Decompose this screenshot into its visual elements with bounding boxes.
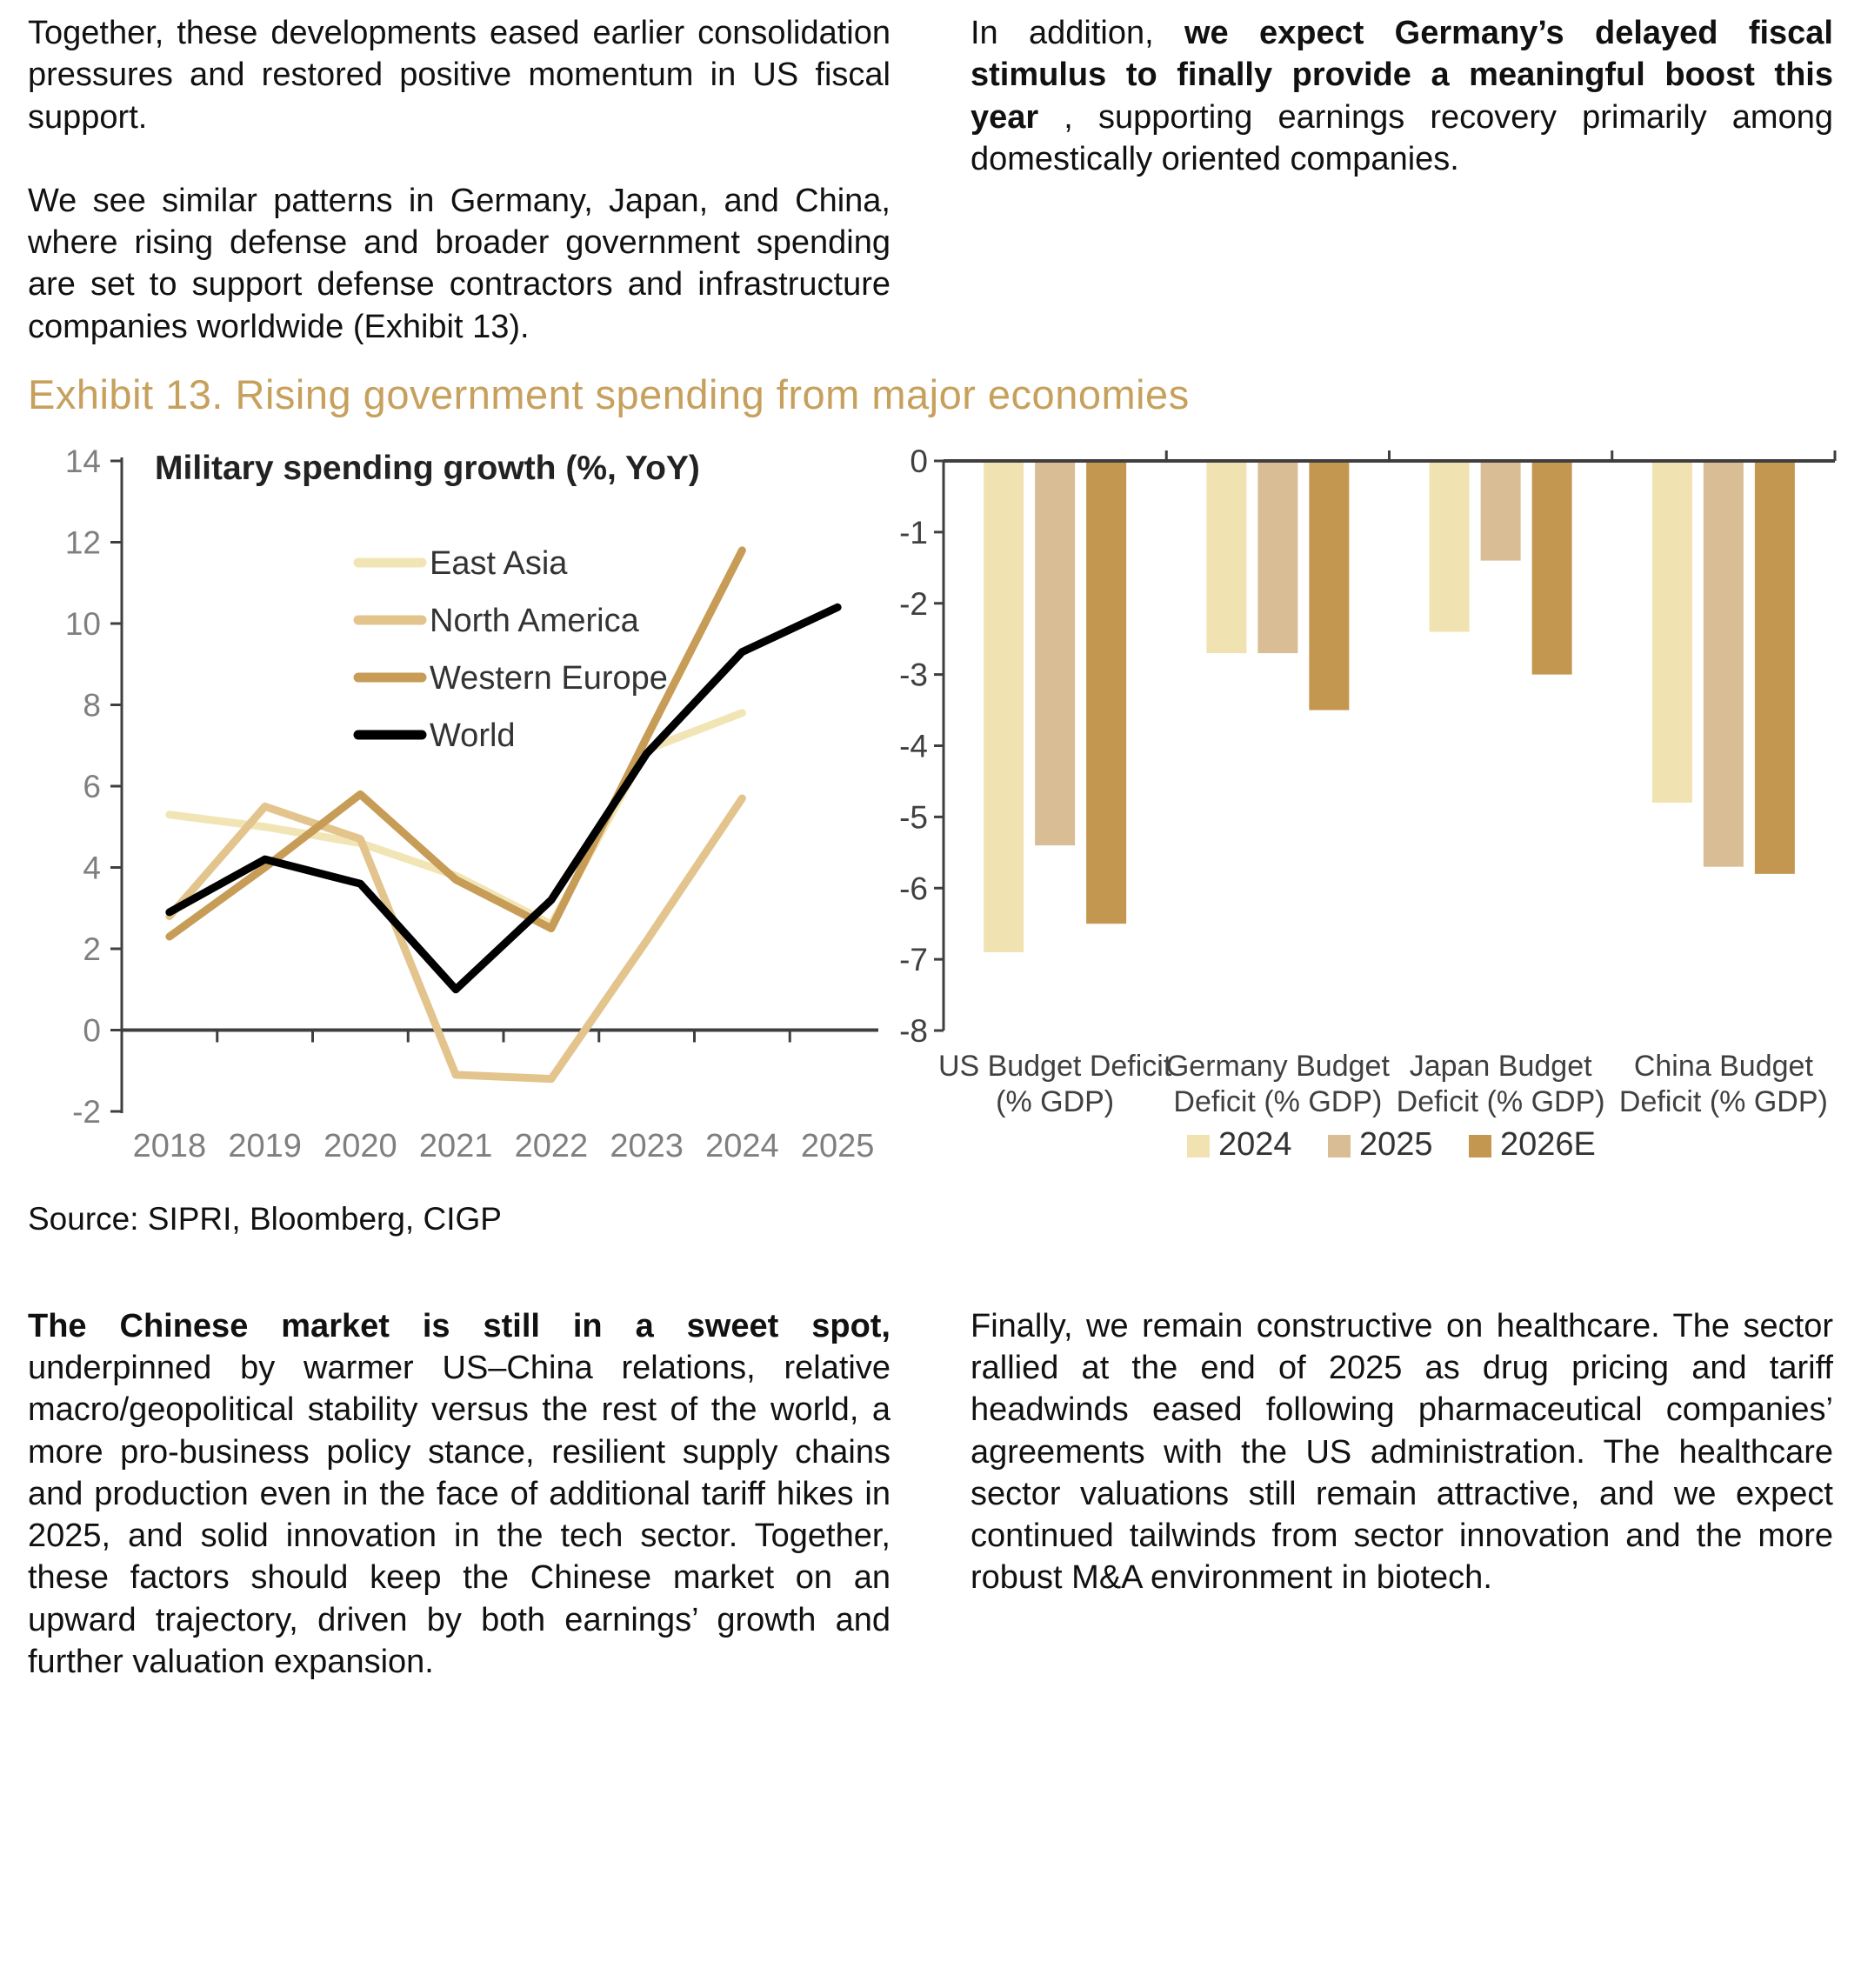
legend-label-2024: 2024 (1218, 1126, 1292, 1163)
category-label: (% GDP) (996, 1085, 1114, 1118)
legend-swatch-2025 (1328, 1134, 1351, 1157)
paragraph-germany-stimulus: In addition, we expect Germany’s delayed… (971, 12, 1833, 180)
y-tick-label: -2 (72, 1094, 101, 1130)
category-label: Deficit (% GDP) (1397, 1085, 1605, 1118)
bar-2024-china-budget (1651, 460, 1692, 803)
legend-label-western-europe: Western Europe (430, 660, 668, 697)
x-tick-label: 2018 (133, 1128, 207, 1164)
bar-2026e-us-budget-deficit (1086, 460, 1127, 924)
category-label: China Budget (1634, 1050, 1814, 1083)
bar-2024-japan-budget (1429, 460, 1470, 632)
text-run: , supporting earnings recovery primarily… (971, 98, 1833, 177)
bar-2025-germany-budget (1257, 460, 1298, 653)
y-tick-label: -4 (899, 728, 928, 764)
x-tick-label: 2024 (705, 1128, 779, 1164)
y-tick-label: -8 (899, 1013, 928, 1049)
top-left-column: Together, these developments eased earli… (28, 12, 890, 348)
series-line-western-europe (165, 546, 746, 941)
bottom-right-column: Finally, we remain constructive on healt… (971, 1305, 1833, 1683)
bar-2025-china-budget (1703, 460, 1744, 867)
bottom-text-section: The Chinese market is still in a sweet s… (0, 1293, 1861, 1683)
bar-2026e-japan-budget (1531, 460, 1572, 675)
x-tick-label: 2022 (515, 1128, 589, 1164)
bold-text-run: we expect Germany’s delayed fiscal stimu… (971, 15, 1833, 136)
bottom-left-column: The Chinese market is still in a sweet s… (28, 1305, 890, 1683)
y-tick-label: 0 (910, 444, 928, 479)
budget-deficit-bar-chart: US Budget Deficit(% GDP)Germany BudgetDe… (899, 444, 1837, 1163)
category-label: US Budget Deficit (938, 1050, 1172, 1083)
paragraph-similar-patterns: We see similar patterns in Germany, Japa… (28, 182, 890, 345)
legend-label-2026e: 2026E (1500, 1126, 1596, 1163)
y-tick-label: -6 (899, 871, 928, 906)
category-label: Japan Budget (1410, 1050, 1592, 1083)
x-tick-label: 2020 (324, 1128, 397, 1164)
bar-2026e-germany-budget (1309, 460, 1350, 710)
text-run: underpinned by warmer US–China relations… (28, 1350, 890, 1680)
text-run: In addition, (971, 15, 1184, 51)
bar-2024-us-budget-deficit (984, 460, 1024, 952)
legend-swatch-2026e (1469, 1134, 1491, 1157)
y-tick-label: 6 (83, 769, 101, 804)
chart-title: Military spending growth (%, YoY) (155, 450, 700, 487)
legend-label-north-america: North America (430, 603, 640, 639)
top-right-column: In addition, we expect Germany’s delayed… (971, 12, 1833, 348)
y-tick-label: -1 (899, 515, 928, 550)
x-tick-label: 2019 (228, 1128, 302, 1164)
paragraph-healthcare: Finally, we remain constructive on healt… (971, 1307, 1833, 1597)
legend-label-east-asia: East Asia (430, 545, 568, 582)
exhibit-13-charts: Military spending growth (%, YoY) 14 12 10 8… (0, 430, 1861, 1196)
bar-2025-us-budget-deficit (1035, 460, 1076, 845)
y-tick-label: -7 (899, 942, 928, 977)
y-tick-label: 0 (83, 1012, 101, 1048)
legend-swatch-2024 (1187, 1134, 1210, 1157)
source-note: Source: SIPRI, Bloomberg, CIGP (28, 1200, 502, 1237)
y-tick-label: -2 (899, 586, 928, 622)
paragraph-fiscal-support: Together, these developments eased earli… (28, 15, 890, 136)
top-text-section: Together, these developments eased earli… (0, 0, 1861, 348)
series-line-north-america (165, 794, 746, 1083)
military-spending-line-chart: Military spending growth (%, YoY) 14 12 10 8… (65, 444, 878, 1164)
bar-2026e-china-budget (1754, 460, 1795, 874)
bold-text-run: The Chinese market is still in a sweet s… (28, 1307, 890, 1344)
exhibit-title: Exhibit 13. Rising government spending f… (28, 370, 1190, 417)
y-tick-label: 10 (65, 606, 101, 642)
category-label: Deficit (% GDP) (1173, 1085, 1382, 1118)
y-tick-label: 14 (65, 444, 101, 479)
x-tick-label: 2025 (801, 1128, 875, 1164)
legend-label-world: World (430, 717, 516, 754)
x-tick-label: 2023 (610, 1128, 684, 1164)
legend-label-2025: 2025 (1359, 1126, 1433, 1163)
series-line-world (165, 603, 842, 993)
paragraph-chinese-market: The Chinese market is still in a sweet s… (28, 1305, 890, 1683)
x-tick-label: 2021 (419, 1128, 493, 1164)
category-label: Deficit (% GDP) (1619, 1085, 1828, 1118)
category-label: Germany Budget (1166, 1050, 1391, 1083)
y-tick-label: -3 (899, 657, 928, 692)
y-tick-label: -5 (899, 799, 928, 835)
bar-2025-japan-budget (1480, 460, 1521, 561)
y-tick-label: 8 (83, 687, 101, 723)
bar-2024-germany-budget (1206, 460, 1247, 653)
y-tick-label: 2 (83, 931, 101, 967)
y-tick-label: 4 (83, 850, 101, 885)
y-tick-label: 12 (65, 524, 101, 560)
